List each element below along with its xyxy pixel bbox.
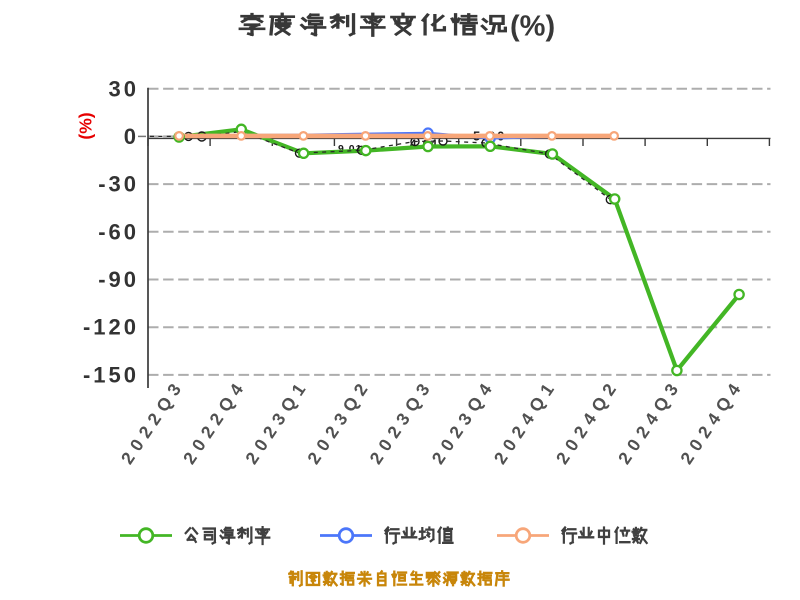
svg-text:-90: -90 xyxy=(98,267,139,292)
svg-text:-150: -150 xyxy=(83,362,139,387)
svg-text:(%): (%) xyxy=(76,112,96,139)
svg-text:0: 0 xyxy=(124,124,139,149)
svg-text:-30: -30 xyxy=(98,172,139,197)
svg-text:(%): (%) xyxy=(510,11,555,43)
svg-text:30: 30 xyxy=(109,76,139,101)
svg-text:-60: -60 xyxy=(98,219,139,244)
svg-text:-120: -120 xyxy=(83,315,139,340)
